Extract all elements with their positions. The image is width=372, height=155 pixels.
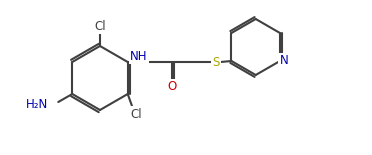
Text: S: S <box>212 55 219 69</box>
Text: NH: NH <box>130 49 147 62</box>
Text: H₂N: H₂N <box>26 98 48 111</box>
Text: Cl: Cl <box>94 20 106 33</box>
Text: Cl: Cl <box>130 108 141 120</box>
Text: O: O <box>167 80 176 93</box>
Text: N: N <box>280 55 288 67</box>
